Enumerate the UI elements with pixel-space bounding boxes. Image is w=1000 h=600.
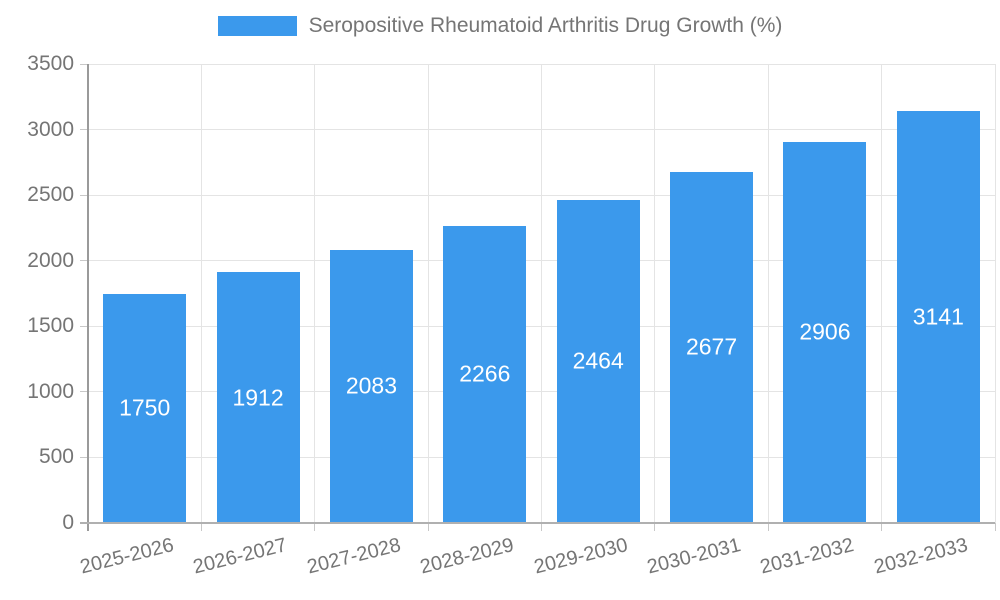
x-axis-tick bbox=[881, 523, 883, 531]
bar-value-label: 3141 bbox=[912, 303, 964, 330]
y-axis-line bbox=[87, 64, 89, 531]
y-axis-label: 2000 bbox=[27, 248, 74, 272]
x-axis-tick bbox=[654, 523, 656, 531]
legend-label[interactable]: Seropositive Rheumatoid Arthritis Drug G… bbox=[308, 14, 783, 37]
bar-value-label: 1912 bbox=[232, 384, 284, 411]
y-axis-tick bbox=[80, 129, 88, 131]
gridline-v bbox=[994, 64, 996, 523]
y-axis-label: 500 bbox=[38, 445, 74, 469]
x-axis-label: 2029-2030 bbox=[531, 534, 630, 579]
y-axis-label: 3000 bbox=[27, 117, 74, 141]
bar-value-label: 2083 bbox=[345, 372, 398, 399]
bar-value-label: 2677 bbox=[685, 333, 738, 360]
x-axis-line bbox=[80, 522, 995, 524]
bar[interactable] bbox=[556, 199, 640, 522]
gridline-v bbox=[427, 64, 429, 523]
gridline-v bbox=[200, 64, 202, 523]
y-axis-tick bbox=[80, 260, 88, 262]
x-axis-tick bbox=[314, 523, 316, 531]
x-axis-tick bbox=[200, 523, 202, 531]
gridline-v bbox=[541, 64, 542, 523]
x-axis-label: 2032-2033 bbox=[871, 534, 970, 579]
y-axis-label: 1500 bbox=[27, 314, 74, 338]
bar-value-label: 2464 bbox=[572, 347, 624, 374]
x-axis-tick bbox=[994, 523, 996, 531]
bar[interactable] bbox=[443, 225, 527, 522]
x-axis-label: 2030-2031 bbox=[644, 534, 743, 579]
gridline-v bbox=[314, 64, 316, 523]
y-axis-label: 3500 bbox=[27, 52, 74, 75]
x-axis-label: 2027-2028 bbox=[304, 534, 403, 579]
y-axis-label: 2500 bbox=[27, 183, 74, 207]
legend: Seropositive Rheumatoid Arthritis Drug G… bbox=[0, 14, 1000, 38]
bar-value-label: 1750 bbox=[119, 394, 171, 421]
y-axis-tick bbox=[80, 63, 88, 65]
x-axis-tick bbox=[541, 523, 542, 531]
y-axis-tick bbox=[80, 194, 88, 196]
bar[interactable] bbox=[896, 111, 980, 522]
y-axis-label: 0 bbox=[62, 511, 74, 534]
x-axis-label: 2031-2032 bbox=[758, 534, 857, 579]
y-axis-tick bbox=[80, 391, 88, 393]
gridline-v bbox=[654, 64, 656, 523]
x-axis-label: 2026-2027 bbox=[191, 534, 290, 579]
x-axis-tick bbox=[767, 523, 769, 531]
x-axis-tick bbox=[427, 523, 429, 531]
bar-value-label: 2906 bbox=[799, 318, 851, 345]
x-axis-label: 2025-2026 bbox=[77, 534, 177, 579]
gridline-v bbox=[767, 64, 769, 523]
bar[interactable] bbox=[103, 293, 187, 522]
bar[interactable] bbox=[216, 272, 300, 522]
bar[interactable] bbox=[670, 171, 754, 522]
bar[interactable] bbox=[329, 249, 413, 522]
y-axis-label: 1000 bbox=[27, 379, 74, 403]
bar[interactable] bbox=[783, 141, 867, 522]
bar-value-label: 2266 bbox=[459, 360, 511, 387]
legend-swatch[interactable] bbox=[217, 16, 297, 36]
gridline-v bbox=[881, 64, 883, 523]
y-axis-tick bbox=[80, 325, 88, 327]
y-axis-tick bbox=[80, 456, 88, 458]
x-axis-label: 2028-2029 bbox=[417, 534, 517, 579]
